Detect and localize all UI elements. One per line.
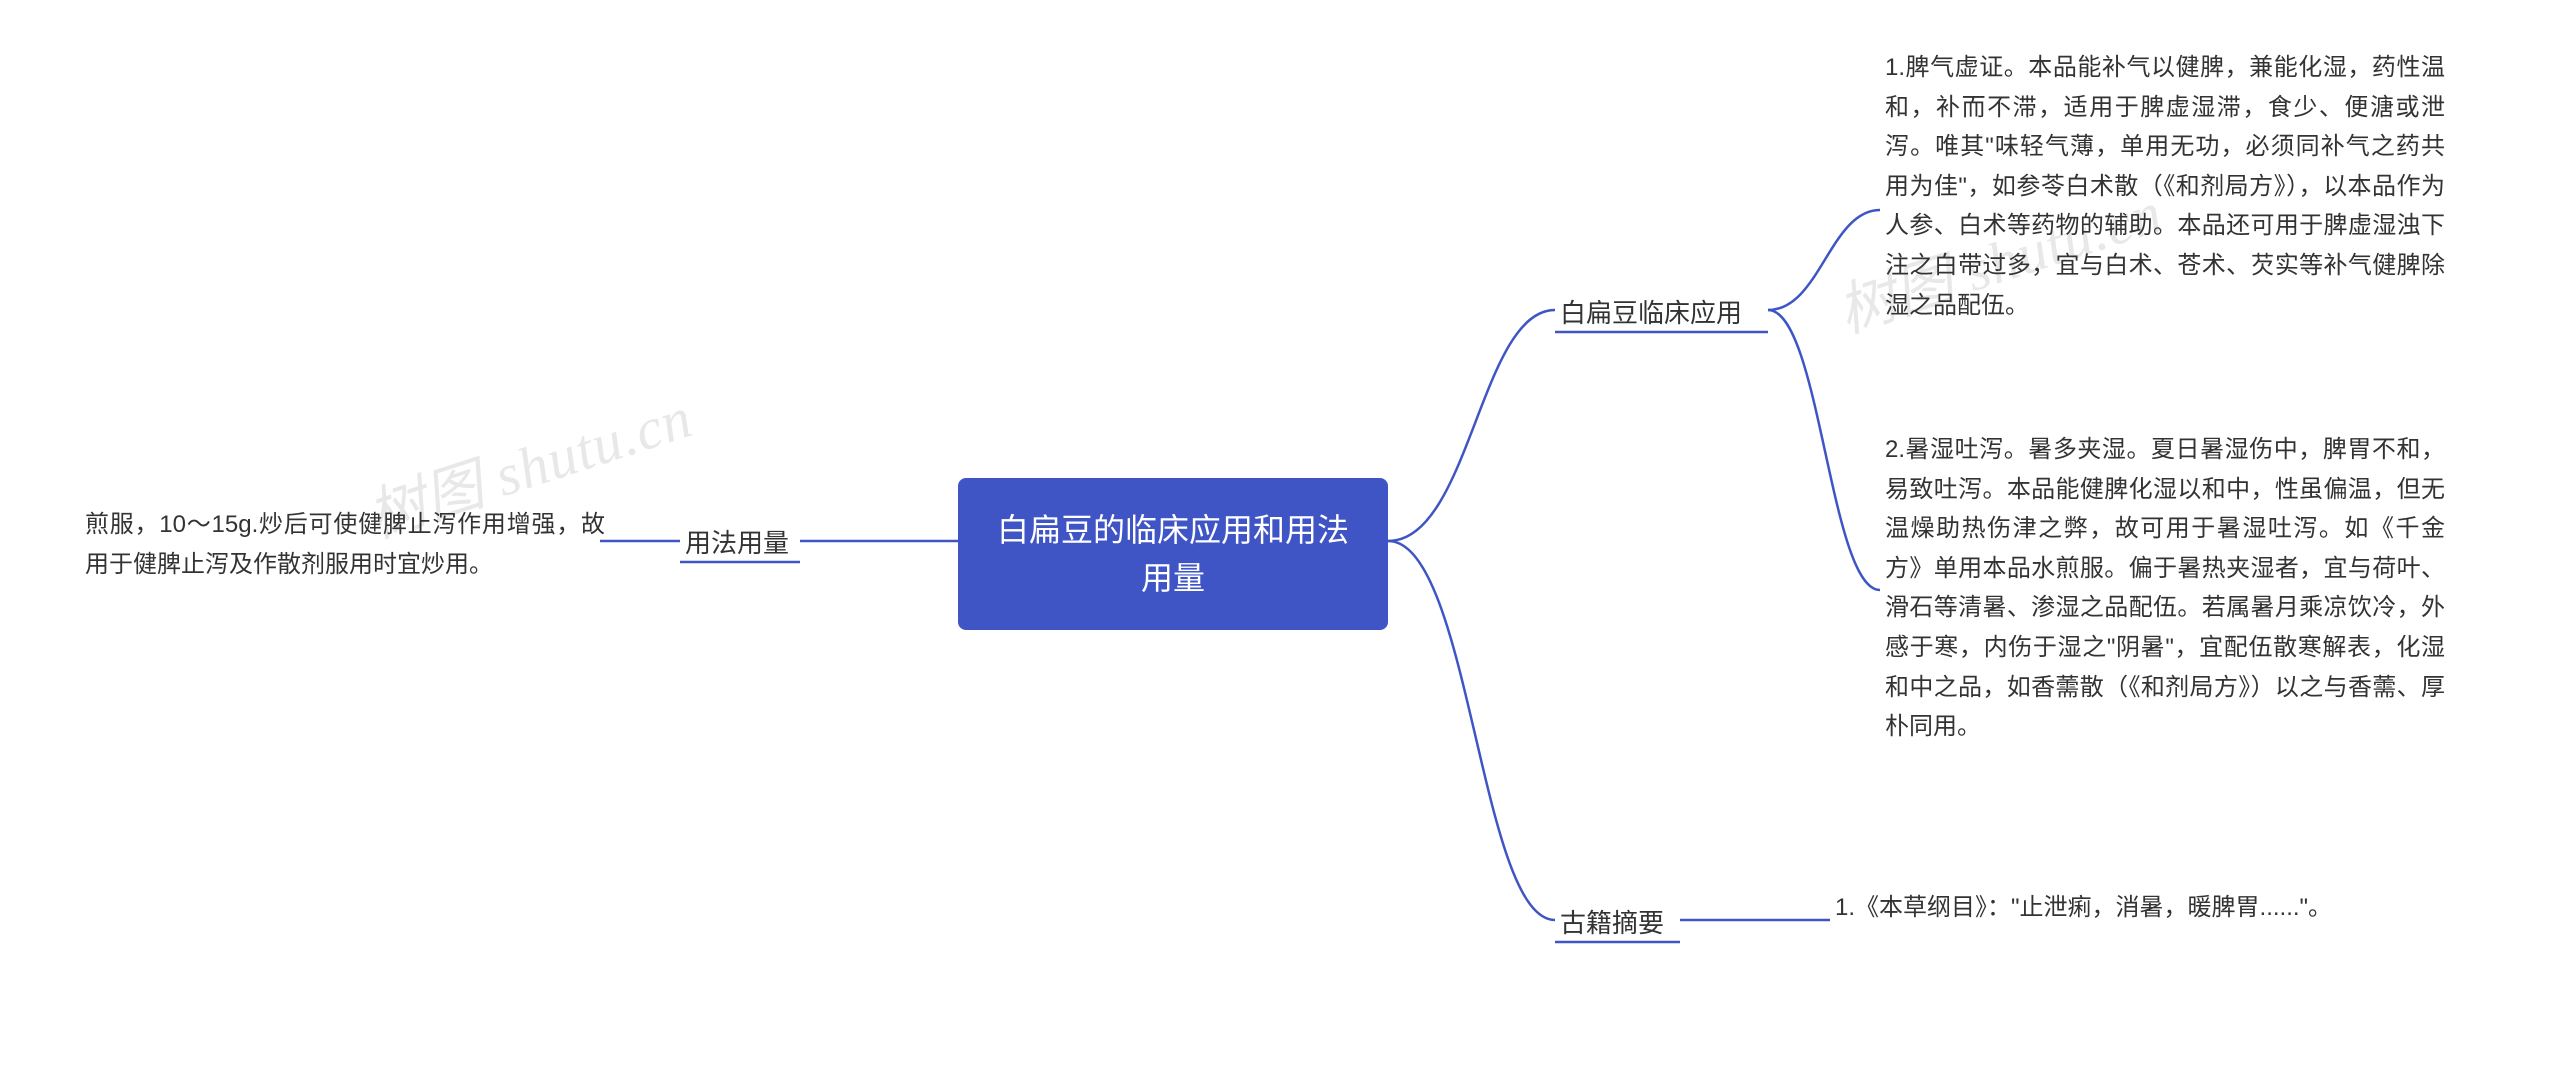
leaf-clinical-1: 1.脾气虚证。本品能补气以健脾，兼能化湿，药性温和，补而不滞，适用于脾虚湿滞，食… (1885, 48, 2445, 325)
branch-ancient: 古籍摘要 (1560, 902, 1664, 945)
branch-clinical: 白扁豆临床应用 (1560, 292, 1742, 335)
leaf-usage-text: 煎服，10～15g.炒后可使健脾止泻作用增强，故用于健脾止泻及作散剂服用时宜炒用… (85, 505, 605, 584)
branch-usage: 用法用量 (685, 522, 789, 565)
leaf-ancient-text: 1.《本草纲目》："止泄痢，消暑，暖脾胃......"。 (1835, 888, 2425, 928)
mindmap-canvas: 树图 shutu.cn 树图 shutu.cn 白扁豆的临床应用和用法用量 用法… (0, 0, 2560, 1069)
leaf-clinical-2: 2.暑湿吐泻。暑多夹湿。夏日暑湿伤中，脾胃不和，易致吐泻。本品能健脾化湿以和中，… (1885, 430, 2445, 747)
root-node: 白扁豆的临床应用和用法用量 (958, 478, 1388, 630)
